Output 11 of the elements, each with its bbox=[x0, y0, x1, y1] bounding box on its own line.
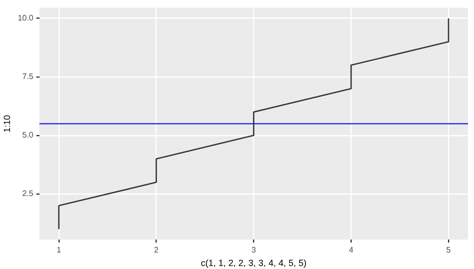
x-tick-label: 2 bbox=[154, 246, 160, 255]
x-tick-label: 4 bbox=[348, 246, 354, 255]
x-axis-title: c(1, 1, 2, 2, 3, 3, 4, 4, 5, 5) bbox=[200, 258, 306, 268]
y-tick-label: 7.5 bbox=[22, 72, 34, 82]
x-tick-label: 5 bbox=[446, 246, 452, 255]
y-axis-title: 1:10 bbox=[2, 114, 12, 132]
x-tick-label: 3 bbox=[251, 246, 256, 255]
y-tick-label: 10.0 bbox=[18, 14, 34, 23]
y-tick-label: 2.5 bbox=[22, 189, 34, 198]
y-tick-label: 5.0 bbox=[22, 130, 34, 140]
x-tick-label: 1 bbox=[56, 246, 62, 255]
